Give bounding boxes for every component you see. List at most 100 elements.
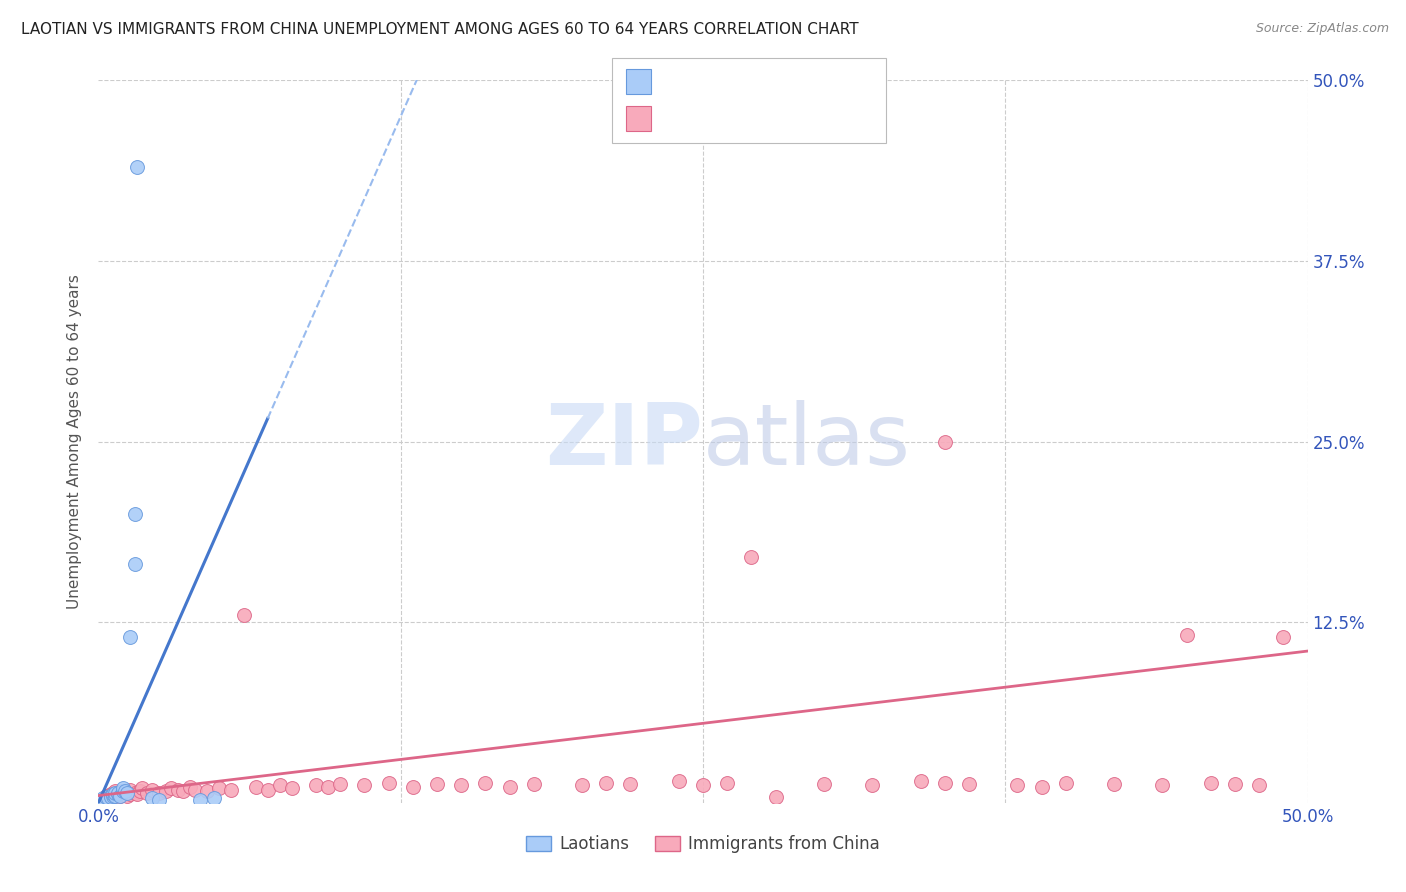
- Point: [934, 434, 956, 449]
- Point: [595, 775, 617, 789]
- Point: [269, 779, 291, 793]
- Point: [107, 787, 129, 801]
- Point: [571, 779, 593, 793]
- Point: [107, 787, 129, 801]
- Point: [108, 789, 131, 803]
- Point: [117, 789, 139, 803]
- Point: [94, 789, 117, 803]
- Point: [860, 779, 883, 793]
- Point: [117, 786, 139, 800]
- Point: [740, 550, 762, 565]
- Point: [127, 160, 149, 174]
- Point: [523, 777, 546, 791]
- Point: [94, 790, 117, 805]
- Point: [281, 781, 304, 796]
- Point: [131, 781, 153, 796]
- Point: [813, 777, 835, 791]
- Point: [104, 789, 127, 803]
- Point: [668, 774, 690, 789]
- Point: [118, 630, 141, 644]
- Point: [148, 793, 170, 807]
- Point: [1031, 780, 1053, 794]
- Point: [104, 784, 127, 798]
- Point: [135, 786, 157, 800]
- Point: [101, 789, 124, 803]
- Point: [1152, 779, 1174, 793]
- Point: [97, 791, 120, 805]
- Point: [1223, 777, 1246, 791]
- Point: [208, 781, 231, 796]
- Point: [141, 791, 163, 805]
- Point: [765, 790, 787, 805]
- Point: [111, 784, 134, 798]
- Point: [114, 784, 136, 798]
- Point: [141, 782, 163, 797]
- Point: [232, 607, 254, 622]
- Point: [195, 784, 218, 798]
- Point: [111, 781, 134, 796]
- Point: [104, 789, 127, 803]
- Point: [100, 787, 122, 801]
- Point: [111, 787, 134, 801]
- Point: [426, 777, 449, 791]
- Point: [1054, 775, 1077, 789]
- Point: [957, 777, 980, 791]
- Point: [1272, 630, 1295, 644]
- Point: [353, 779, 375, 793]
- Point: [128, 784, 150, 798]
- Text: LAOTIAN VS IMMIGRANTS FROM CHINA UNEMPLOYMENT AMONG AGES 60 TO 64 YEARS CORRELAT: LAOTIAN VS IMMIGRANTS FROM CHINA UNEMPLO…: [21, 22, 859, 37]
- Point: [107, 786, 129, 800]
- Point: [148, 786, 170, 800]
- Point: [305, 779, 328, 793]
- Point: [124, 786, 146, 800]
- Text: Source: ZipAtlas.com: Source: ZipAtlas.com: [1256, 22, 1389, 36]
- Point: [167, 782, 190, 797]
- Point: [108, 789, 131, 803]
- Point: [114, 786, 136, 800]
- Point: [377, 775, 399, 789]
- Text: N = 24: N = 24: [773, 72, 837, 90]
- Point: [184, 782, 207, 797]
- Text: N = 72: N = 72: [773, 110, 837, 128]
- Point: [104, 786, 127, 800]
- Point: [716, 775, 738, 789]
- Point: [101, 787, 124, 801]
- Text: ZIP: ZIP: [546, 400, 703, 483]
- Text: atlas: atlas: [703, 400, 911, 483]
- Point: [100, 790, 122, 805]
- Point: [107, 786, 129, 800]
- Point: [474, 775, 496, 789]
- Point: [118, 782, 141, 797]
- Point: [316, 780, 339, 794]
- Point: [256, 782, 278, 797]
- Point: [127, 787, 149, 801]
- Point: [1007, 779, 1029, 793]
- Point: [100, 789, 122, 803]
- Point: [329, 777, 352, 791]
- Point: [221, 782, 243, 797]
- Point: [155, 784, 177, 798]
- Point: [692, 779, 714, 793]
- Point: [179, 780, 201, 794]
- Point: [1199, 775, 1222, 789]
- Text: R = 0.393: R = 0.393: [661, 72, 751, 90]
- Point: [1249, 779, 1271, 793]
- Point: [124, 558, 146, 572]
- Point: [101, 786, 124, 800]
- Point: [450, 779, 472, 793]
- Point: [1175, 628, 1198, 642]
- Point: [402, 780, 425, 794]
- Point: [1102, 777, 1125, 791]
- Point: [111, 784, 134, 798]
- Point: [498, 780, 520, 794]
- Point: [160, 781, 183, 796]
- Point: [118, 787, 141, 801]
- Point: [619, 777, 641, 791]
- Point: [91, 791, 114, 805]
- Point: [172, 784, 194, 798]
- Point: [934, 775, 956, 789]
- Point: [124, 507, 146, 521]
- Text: R = 0.293: R = 0.293: [661, 110, 751, 128]
- Point: [204, 791, 226, 805]
- Point: [101, 789, 124, 803]
